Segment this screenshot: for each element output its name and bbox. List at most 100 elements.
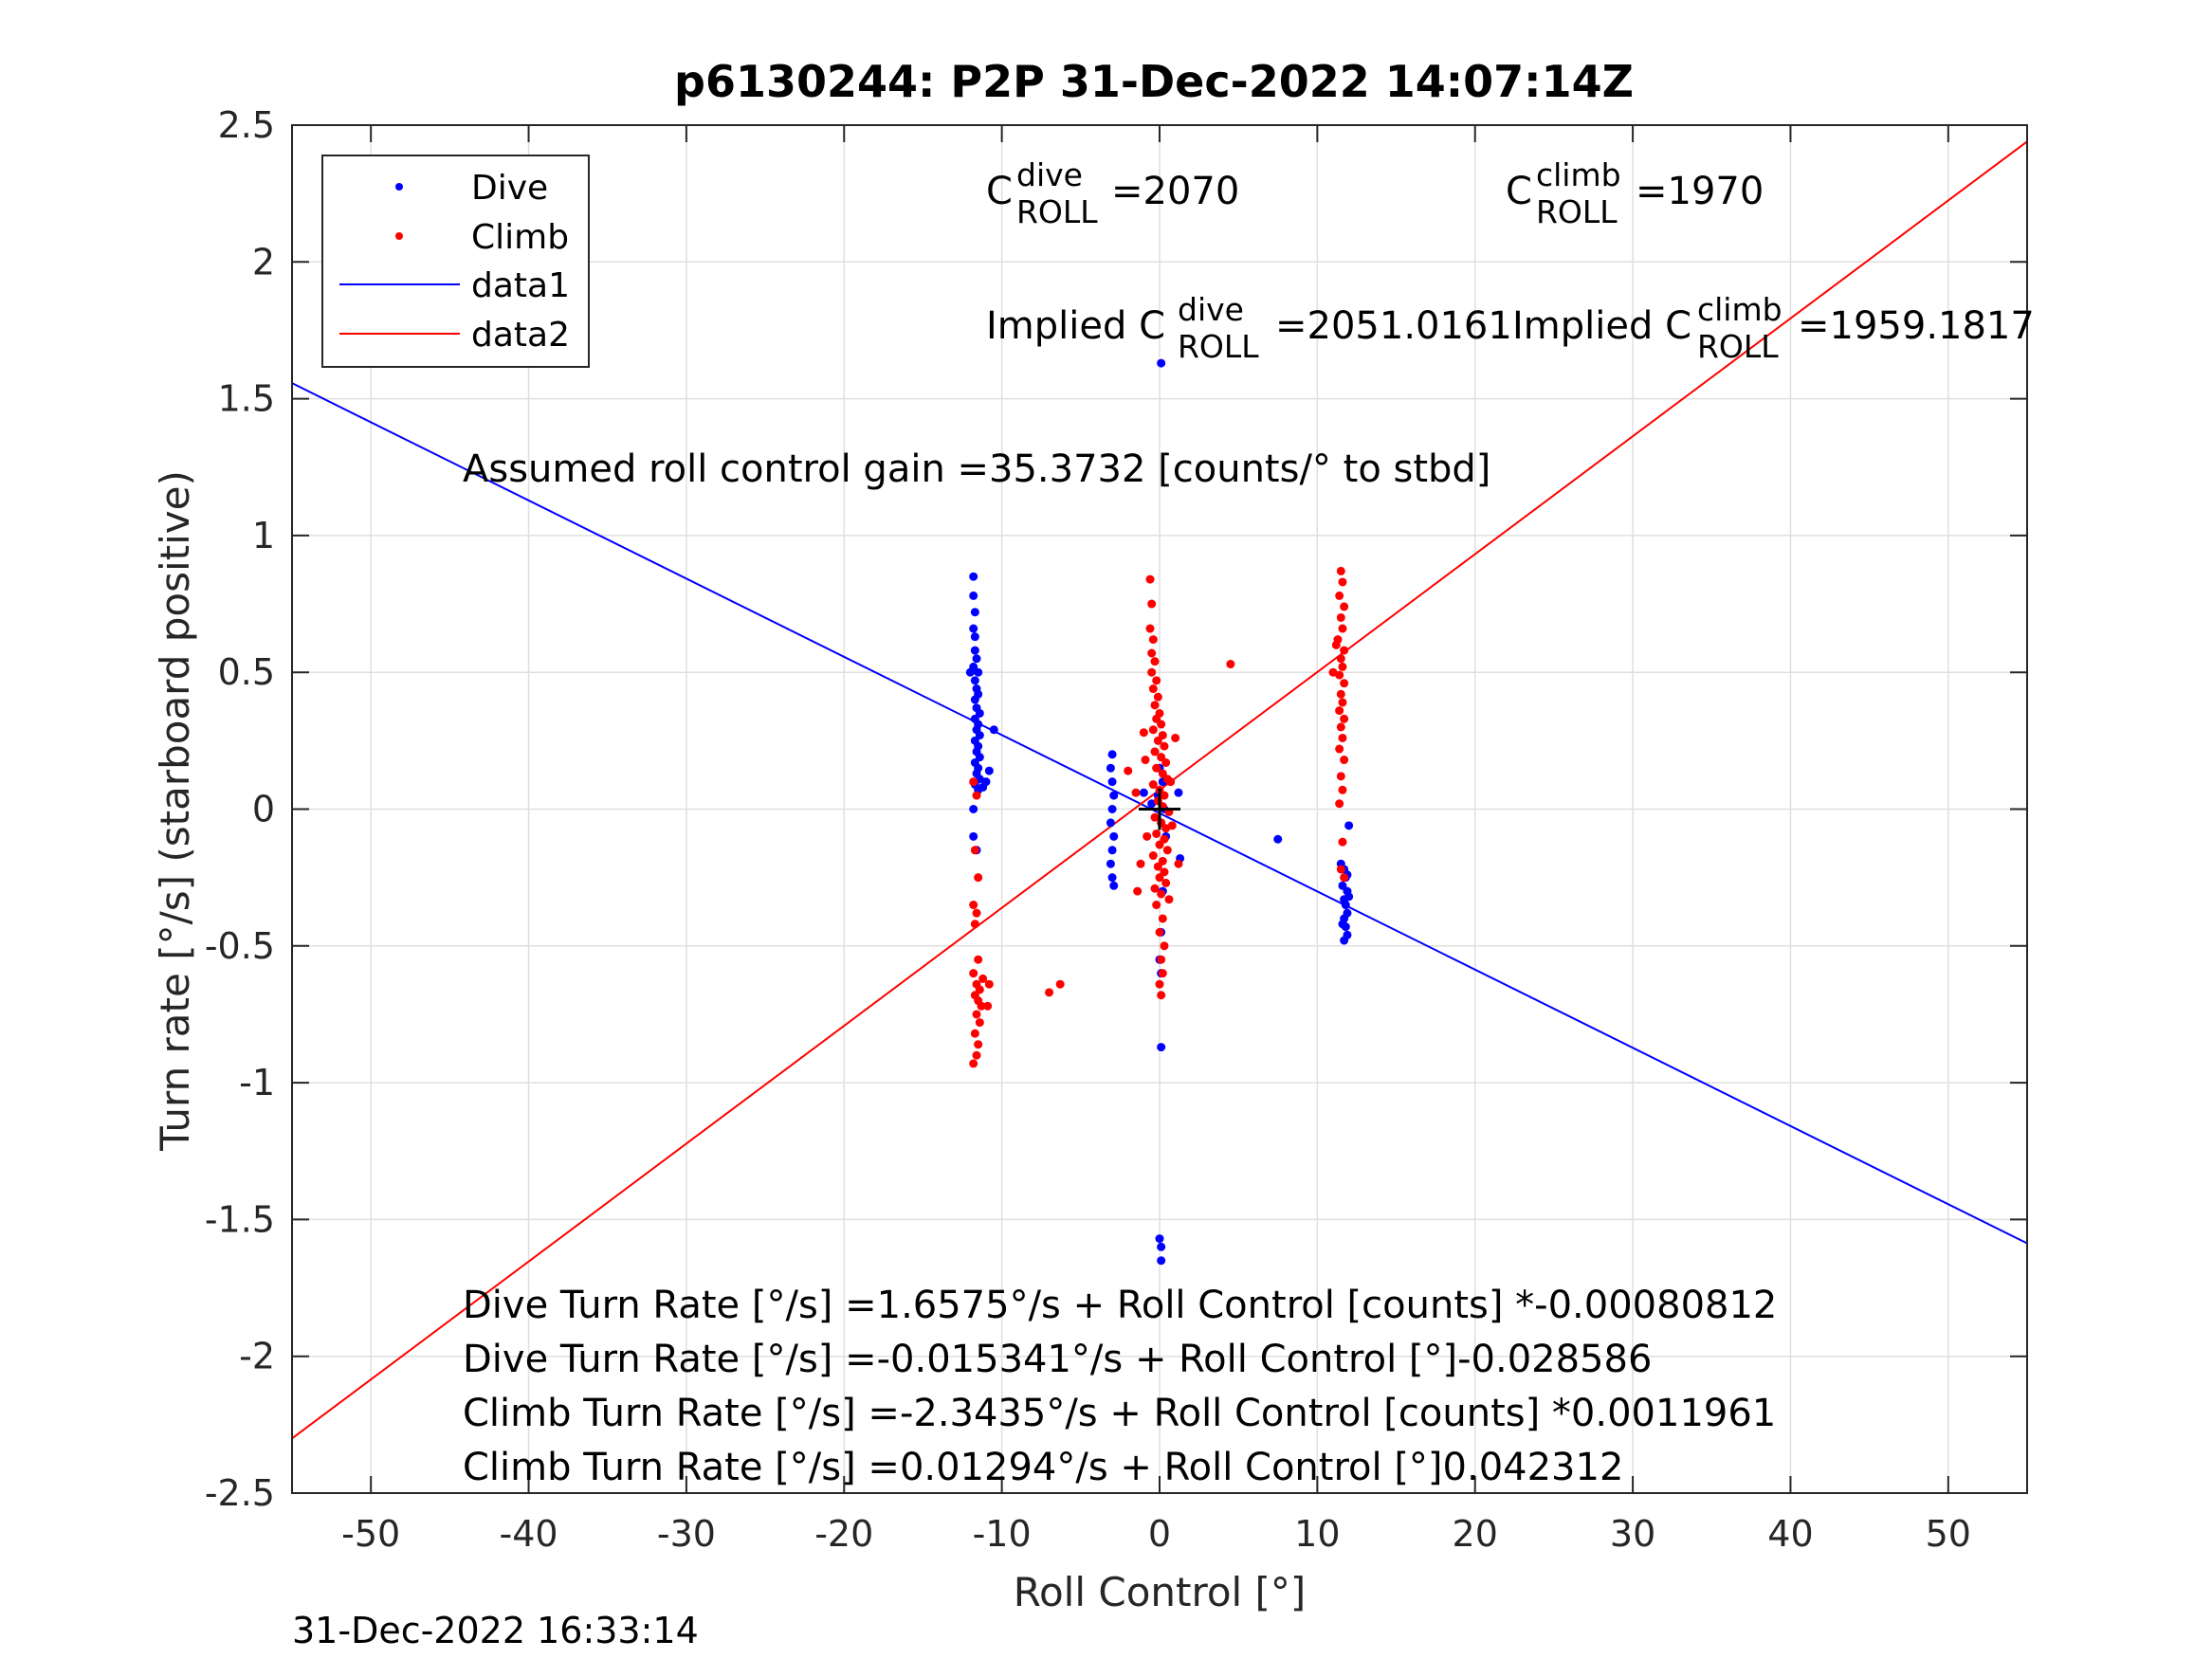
x-tick-label: -10 [973,1513,1032,1555]
climb-point [1340,602,1349,611]
y-tick-label: 0.5 [218,651,275,693]
x-axis-label: Roll Control [°] [1014,1569,1307,1615]
c-climb-annotation: C climb ROLL =1970 [1506,156,1764,230]
climb-point [969,777,978,787]
dive-point [1106,763,1115,773]
dive-point [1340,936,1349,945]
y-tick-label: -1 [239,1062,275,1103]
climb-point [1338,662,1347,671]
y-tick-label: -1.5 [205,1198,275,1240]
dive-point [1107,777,1117,787]
dive-point [1106,818,1115,828]
implied-dive-annotation: Implied C dive ROLL =2051.0161 [986,291,1512,365]
x-tick-label: 30 [1610,1513,1655,1555]
dive-point [1155,1234,1164,1244]
x-tick-label: -40 [500,1513,558,1555]
implied-climb-sub: ROLL [1697,328,1779,365]
implied-dive-sup: dive [1178,291,1244,328]
climb-point [1340,756,1349,765]
climb-point [1338,785,1347,794]
climb-point [1171,733,1180,742]
y-tick-labels: -2.5 -2 -1.5 -1 -0.5 0 0.5 1 1.5 2 2.5 [205,104,275,1514]
climb-point [1335,744,1344,754]
c-dive-value: =2070 [1111,170,1239,213]
dive-point [969,572,978,581]
climb-point [1338,624,1347,633]
climb-point [1150,701,1160,710]
dive-point [1109,831,1119,841]
center-marker [1139,788,1180,830]
climb-point [1160,791,1169,800]
climb-point [1153,862,1162,871]
dive-point [970,646,979,655]
climb-point [1336,865,1345,874]
dive-point [970,608,979,617]
y-tick-label: 0 [252,789,275,830]
climb-point [1160,741,1169,751]
y-tick-label: 1 [252,515,275,556]
implied-climb-value: =1959.1817 [1798,304,2035,348]
climb-point [1335,591,1344,600]
implied-climb-sup: climb [1697,291,1782,328]
climb-point [1338,577,1347,587]
dive-point [1107,846,1117,855]
climb-point [969,1059,978,1068]
dive-point [1109,791,1119,800]
climb-point [1338,837,1347,847]
climb-point [972,1010,981,1019]
c-climb-value: =1970 [1636,170,1764,213]
c-climb-sup: climb [1536,156,1621,193]
legend-dive-marker [395,183,403,191]
dive-point [969,591,978,600]
y-tick-label: 2.5 [218,104,275,146]
y-tick-label: 1.5 [218,378,275,420]
dive-point [1157,358,1166,368]
dive-point [972,654,981,664]
climb-point [975,1018,984,1028]
dive-point [1157,1242,1166,1251]
dive-point [974,667,983,677]
dive-point [1344,892,1354,902]
climb-point [1336,689,1345,699]
c-dive-annotation: C dive ROLL =2070 [986,156,1239,230]
x-tick-label: -30 [657,1513,716,1555]
y-tick-label: -2.5 [205,1472,275,1514]
climb-point [1331,640,1341,649]
climb-point [1155,927,1164,937]
climb-point [1335,706,1344,716]
equation-dive-degrees: Dive Turn Rate [°/s] =-0.015341°/s + Rol… [463,1338,1652,1381]
dive-point [1273,834,1283,844]
climb-point [1226,660,1235,669]
dive-point [1109,881,1119,890]
climb-point [1340,873,1349,883]
climb-point [1153,736,1162,745]
climb-point [1150,747,1160,757]
legend-data1-label: data1 [471,266,570,305]
dive-point [970,632,979,642]
climb-point [1147,667,1157,677]
climb-point [1150,884,1160,893]
dive-point [1107,750,1117,759]
dive-point [1157,1256,1166,1266]
climb-point [1055,979,1065,989]
climb-point [969,901,978,910]
climb-point [1131,788,1141,797]
climb-point [972,1050,981,1060]
implied-dive-value: =2051.0161 [1275,304,1512,348]
climb-point [983,1001,993,1011]
x-tick-label: 40 [1767,1513,1813,1555]
climb-point [1155,979,1164,989]
climb-point [970,846,979,855]
climb-point [1147,599,1157,609]
climb-point [1158,969,1167,978]
climb-point [970,1029,979,1038]
climb-point [1336,654,1345,664]
dive-point [965,667,975,677]
climb-point [1152,829,1161,838]
climb-point [1147,648,1157,658]
climb-point [1164,895,1174,904]
climb-point [1340,679,1349,688]
climb-point [1148,684,1158,694]
climb-point [974,955,983,964]
climb-point [1157,889,1166,899]
